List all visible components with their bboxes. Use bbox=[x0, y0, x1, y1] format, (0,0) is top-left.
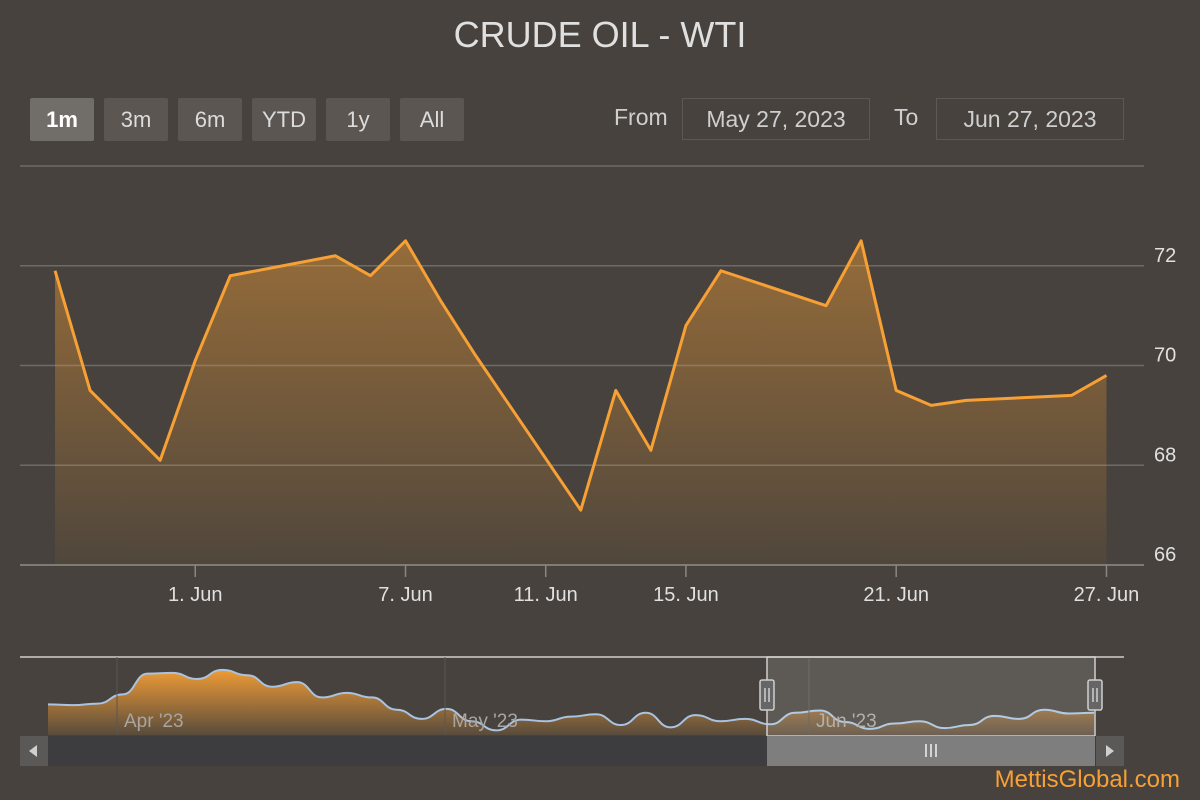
range-button-1y[interactable]: 1y bbox=[326, 98, 390, 141]
range-button-3m[interactable]: 3m bbox=[104, 98, 168, 141]
arrow-right-icon bbox=[1106, 745, 1114, 757]
navigator-area bbox=[48, 669, 1094, 735]
navigator-label: Apr '23 bbox=[124, 711, 184, 732]
price-line bbox=[53, 239, 1108, 512]
y-tick-label: 72 bbox=[1154, 245, 1176, 267]
y-tick-label: 68 bbox=[1154, 444, 1176, 466]
y-tick-label: 66 bbox=[1154, 544, 1176, 566]
handle-body[interactable] bbox=[1087, 679, 1103, 711]
x-tick-label: 11. Jun bbox=[514, 584, 578, 606]
range-button-6m[interactable]: 6m bbox=[178, 98, 242, 141]
navigator-line bbox=[47, 668, 1095, 732]
y-tick-label: 70 bbox=[1154, 345, 1176, 367]
arrow-left-icon bbox=[29, 745, 37, 757]
to-label: To bbox=[894, 104, 919, 130]
range-button-1m[interactable]: 1m bbox=[30, 98, 94, 141]
to-date-input[interactable]: Jun 27, 2023 bbox=[936, 98, 1124, 140]
x-tick-label: 1. Jun bbox=[168, 584, 222, 606]
x-tick-label: 7. Jun bbox=[378, 584, 432, 606]
brand-watermark: MettisGlobal.com bbox=[994, 766, 1180, 793]
range-button-all[interactable]: All bbox=[400, 98, 464, 141]
navigator-label: Jun '23 bbox=[816, 711, 877, 732]
from-label: From bbox=[614, 104, 668, 130]
from-date-input[interactable]: May 27, 2023 bbox=[682, 98, 870, 140]
x-tick-label: 15. Jun bbox=[653, 584, 719, 606]
x-tick-label: 27. Jun bbox=[1074, 584, 1140, 606]
navigator-label: May '23 bbox=[452, 711, 518, 732]
navigator-right-handle[interactable] bbox=[1087, 679, 1103, 711]
x-tick-label: 21. Jun bbox=[863, 584, 929, 606]
navigator-selection[interactable] bbox=[766, 656, 1096, 737]
navigator-left-handle[interactable] bbox=[759, 679, 775, 711]
price-area bbox=[55, 240, 1107, 565]
handle-body[interactable] bbox=[759, 679, 775, 711]
range-button-ytd[interactable]: YTD bbox=[252, 98, 316, 141]
chart-title: CRUDE OIL - WTI bbox=[453, 14, 747, 55]
